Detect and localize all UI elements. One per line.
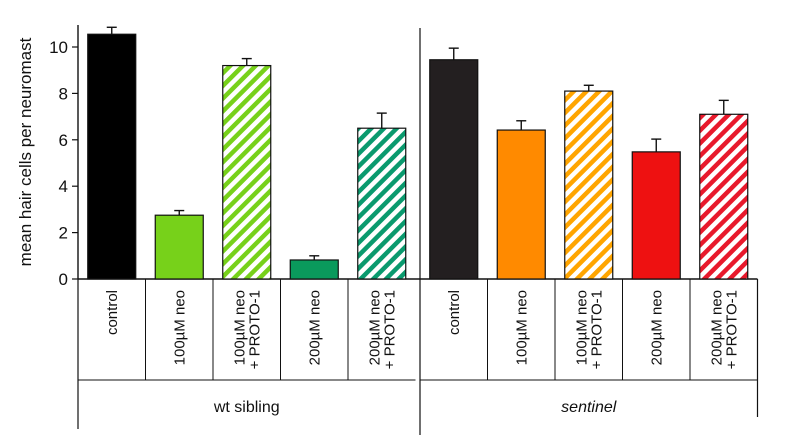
bar-sentinel-1 <box>429 59 479 280</box>
category-label: control <box>446 290 463 335</box>
y-tick-label: 4 <box>59 177 68 196</box>
y-tick-label: 0 <box>59 270 68 289</box>
y-axis-title: mean hair cells per neuromast <box>16 37 35 266</box>
bar-sentinel-5 <box>699 113 749 280</box>
category-label: 200µM neo+ PROTO-1 <box>708 290 740 369</box>
category-label: 100µM neo+ PROTO-1 <box>231 290 263 369</box>
bar-sentinel-4 <box>631 151 681 280</box>
bar-sentinel-2 <box>496 129 546 280</box>
category-label: 100µM neo+ PROTO-1 <box>573 290 605 369</box>
y-tick-label: 6 <box>59 131 68 150</box>
y-tick-label: 2 <box>59 224 68 243</box>
y-tick-label: 10 <box>49 38 68 57</box>
category-label: 200µM neo <box>306 290 323 365</box>
category-label: 200µM neo+ PROTO-1 <box>366 290 398 369</box>
bar-wt-1 <box>87 33 137 280</box>
category-label: 100µM neo <box>171 290 188 365</box>
bar-sentinel-3 <box>564 90 614 280</box>
bar-wt-4 <box>289 259 339 280</box>
bar-wt-5 <box>357 127 407 280</box>
category-label: 200µM neo <box>648 290 665 365</box>
bar-wt-2 <box>154 214 204 280</box>
group-label-sentinel: sentinel <box>561 399 617 416</box>
group-label-wt-sibling: wt sibling <box>213 399 280 416</box>
bar-wt-3 <box>222 64 272 280</box>
category-label: 100µM neo <box>513 290 530 365</box>
y-tick-label: 8 <box>59 84 68 103</box>
category-label: control <box>104 290 121 335</box>
